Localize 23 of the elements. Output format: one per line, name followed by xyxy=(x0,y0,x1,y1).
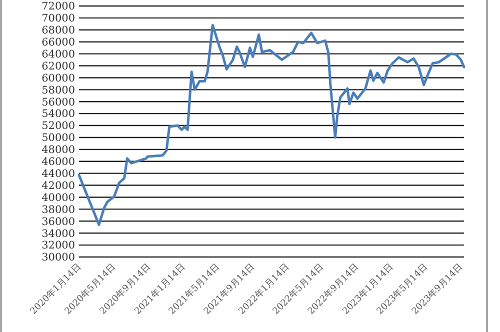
y-tick-label: 48000 xyxy=(42,144,75,156)
y-tick-label: 50000 xyxy=(42,132,75,144)
y-tick-label: 64000 xyxy=(42,48,75,60)
y-tick-label: 34000 xyxy=(42,228,75,240)
line-series xyxy=(78,24,466,226)
y-tick-label: 70000 xyxy=(42,12,75,25)
y-tick-label: 40000 xyxy=(42,192,75,204)
y-tick-label: 72000 xyxy=(42,0,75,13)
y-tick-label: 44000 xyxy=(42,168,75,180)
y-tick-label: 58000 xyxy=(42,84,75,96)
y-tick-label: 56000 xyxy=(42,96,75,108)
y-tick-label: 66000 xyxy=(42,36,75,49)
y-tick-label: 62000 xyxy=(42,60,75,72)
y-tick-label: 60000 xyxy=(42,72,75,84)
y-tick-label: 54000 xyxy=(42,108,75,120)
y-tick-label: 42000 xyxy=(42,180,75,192)
y-tick-label: 46000 xyxy=(42,156,75,168)
y-tick-label: 38000 xyxy=(42,204,75,216)
y-tick-label: 32000 xyxy=(42,240,75,252)
y-tick-label: 52000 xyxy=(42,120,75,132)
y-tick-label: 68000 xyxy=(42,24,75,37)
y-tick-label: 36000 xyxy=(42,216,75,228)
y-tick-label: 30000 xyxy=(42,252,75,264)
